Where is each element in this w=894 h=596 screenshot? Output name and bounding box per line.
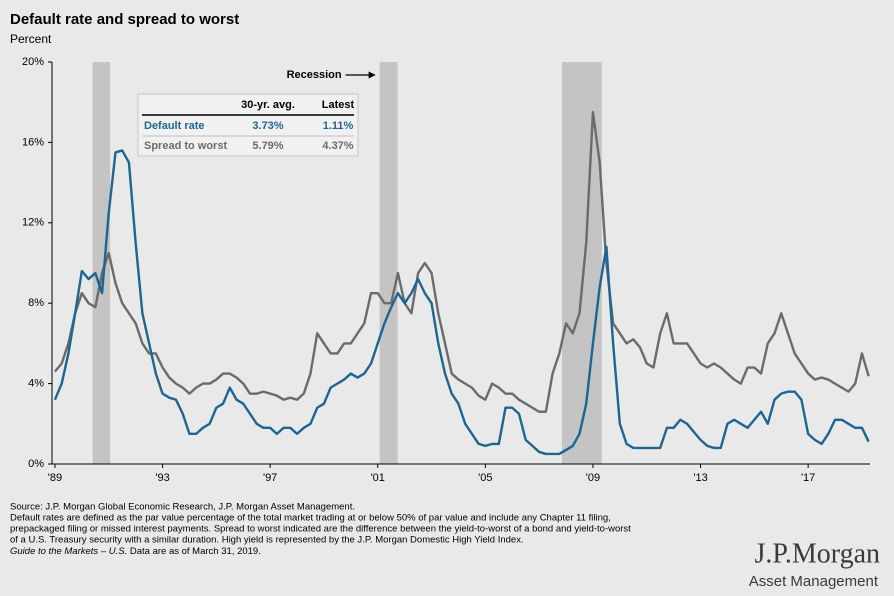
table-row-label: Default rate xyxy=(144,120,205,132)
chart-title: Default rate and spread to worst xyxy=(10,11,239,28)
guide-title: Guide to the Markets – U.S. xyxy=(10,546,127,557)
brand-logo: J.P.Morgan xyxy=(754,538,880,569)
footnote: Source: J.P. Morgan Global Economic Rese… xyxy=(10,502,355,513)
x-tick-label: '13 xyxy=(693,472,707,484)
footnote: of a U.S. Treasury security with a simil… xyxy=(10,535,524,546)
x-tick-label: '93 xyxy=(155,472,169,484)
legend-table: 30-yr. avg. Latest Default rate 3.73% 1.11% S… xyxy=(137,93,359,157)
footnote: Default rates are defined as the par val… xyxy=(10,513,611,524)
table-cell: 1.11% xyxy=(323,120,354,132)
x-tick-label: '89 xyxy=(48,472,62,484)
table-cell: 5.79% xyxy=(252,140,283,152)
y-tick-label: 0% xyxy=(28,458,44,470)
y-tick-label: 16% xyxy=(22,136,44,148)
y-tick-label: 4% xyxy=(28,378,44,390)
recession-band xyxy=(92,62,111,464)
y-tick-label: 8% xyxy=(28,297,44,309)
table-header: Latest xyxy=(322,99,355,111)
footnote: Guide to the Markets – U.S. Data are as … xyxy=(10,546,261,557)
annotation: Recession xyxy=(287,69,342,81)
x-tick-label: '01 xyxy=(371,472,385,484)
recession-band xyxy=(379,62,398,464)
footnote: prepackaged filing or missed interest pa… xyxy=(10,524,631,535)
recession-band xyxy=(562,62,602,464)
table-row-label: Spread to worst xyxy=(144,140,227,152)
footnotes: Source: J.P. Morgan Global Economic Rese… xyxy=(10,502,631,557)
series-line xyxy=(53,149,870,456)
x-tick-label: '05 xyxy=(478,472,492,484)
brand-subtitle: Asset Management xyxy=(749,573,879,590)
y-tick-label: 20% xyxy=(22,56,44,68)
plot-area: 0% 4% 8% 12% 16% 20% '89 '93 '97 '01 '05 '09 '13 '17 R… xyxy=(22,56,870,484)
annotation-arrowhead xyxy=(368,71,376,79)
table-header: 30-yr. avg. xyxy=(241,99,295,111)
y-tick-label: 12% xyxy=(22,217,44,229)
x-tick-label: '17 xyxy=(801,472,815,484)
x-tick-label: '97 xyxy=(263,472,277,484)
date-note: Data are as of March 31, 2019. xyxy=(127,546,261,557)
table-cell: 3.73% xyxy=(252,120,283,132)
series-line xyxy=(54,111,870,413)
y-axis-label: Percent xyxy=(10,32,52,46)
legend-table-background xyxy=(137,93,359,157)
table-cell: 4.37% xyxy=(322,140,353,152)
x-tick-label: '09 xyxy=(586,472,600,484)
